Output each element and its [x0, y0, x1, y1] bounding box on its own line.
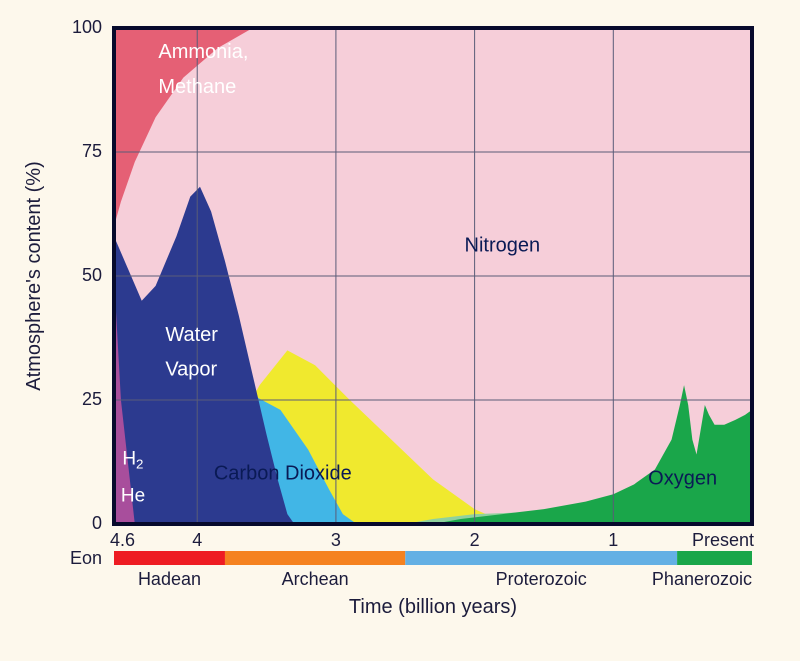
- ytick-25: 25: [82, 389, 102, 409]
- xtick-4.6: 4.6: [110, 530, 135, 550]
- eon-name-archean: Archean: [282, 569, 349, 589]
- eon-segment-proterozoic: [405, 551, 677, 565]
- chart-container: Ammonia,MethaneNitrogenWaterVaporH2HeCar…: [0, 0, 800, 661]
- eon-segment-hadean: [114, 551, 225, 565]
- ytick-50: 50: [82, 265, 102, 285]
- series-label-4: Vapor: [165, 359, 217, 381]
- x-axis-title: Time (billion years): [349, 596, 517, 618]
- eon-name-hadean: Hadean: [138, 569, 201, 589]
- xtick-2: 2: [470, 530, 480, 550]
- series-label-3: Water: [165, 324, 218, 346]
- xtick-1: 1: [608, 530, 618, 550]
- ytick-100: 100: [72, 17, 102, 37]
- series-label-8: Oxygen: [648, 468, 717, 490]
- eon-name-phanerozoic: Phanerozoic: [652, 569, 752, 589]
- ytick-0: 0: [92, 513, 102, 533]
- eon-segment-archean: [225, 551, 405, 565]
- xtick-Present: Present: [692, 530, 754, 550]
- eon-axis-label: Eon: [70, 548, 102, 568]
- ytick-75: 75: [82, 141, 102, 161]
- eon-name-proterozoic: Proterozoic: [496, 569, 587, 589]
- xtick-3: 3: [331, 530, 341, 550]
- series-label-0: Ammonia,: [158, 41, 248, 63]
- xtick-4: 4: [192, 530, 202, 550]
- y-axis-title: Atmosphere's content (%): [23, 161, 45, 390]
- series-label-1: Methane: [158, 76, 236, 98]
- series-label-6: He: [121, 486, 145, 507]
- chart-svg: Ammonia,MethaneNitrogenWaterVaporH2HeCar…: [0, 0, 800, 661]
- series-label-7: Carbon Dioxide: [214, 463, 352, 485]
- eon-segment-phanerozoic: [677, 551, 752, 565]
- series-label-2: Nitrogen: [465, 235, 541, 257]
